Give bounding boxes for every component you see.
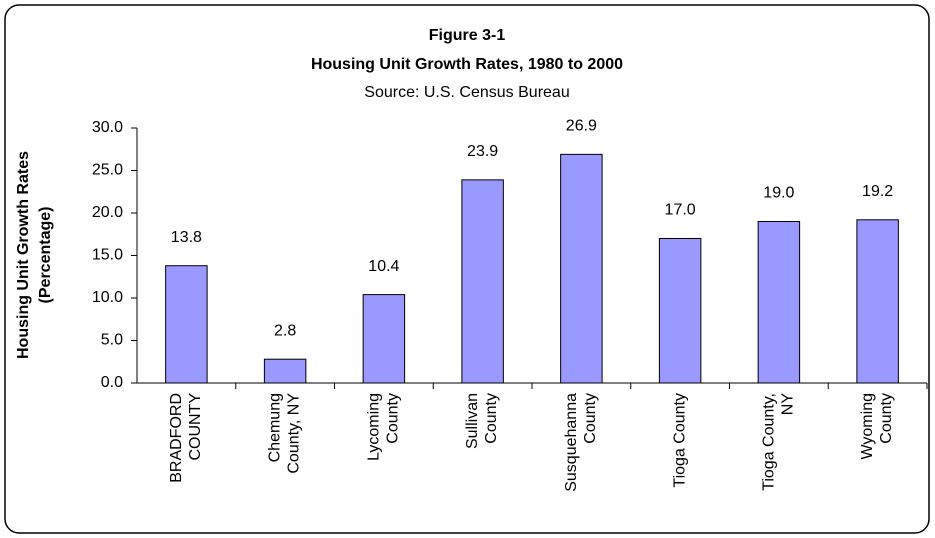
bar xyxy=(560,153,603,384)
data-label: 23.9 xyxy=(467,143,498,160)
y-tick-label: 25.0 xyxy=(92,162,123,179)
chart-title: Figure 3-1 xyxy=(429,27,506,44)
y-axis-label: Housing Unit Growth Rates xyxy=(15,151,32,359)
x-tick-label: Lycoming County xyxy=(366,393,402,461)
x-tick-label: BRADFORD COUNTY xyxy=(168,393,204,483)
y-tick-label: 5.0 xyxy=(101,332,123,349)
bar xyxy=(658,238,702,384)
bar xyxy=(362,294,406,384)
data-label: 2.8 xyxy=(274,322,296,339)
x-tick-label: Sullivan County xyxy=(464,393,500,449)
bar xyxy=(263,358,307,384)
y-axis-label: (Percentage) xyxy=(37,207,54,304)
x-tick-label: Wyoming County xyxy=(859,393,895,460)
data-label: 13.8 xyxy=(171,229,202,246)
x-tick-label: Tioga County, NY xyxy=(761,393,797,491)
bar xyxy=(165,265,208,384)
y-tick-label: 0.0 xyxy=(101,374,123,391)
data-label: 26.9 xyxy=(566,118,597,135)
y-tick-label: 15.0 xyxy=(92,247,123,264)
bar xyxy=(757,221,801,384)
y-tick-label: 20.0 xyxy=(92,204,123,221)
y-tick-label: 10.0 xyxy=(92,289,123,306)
data-label: 19.0 xyxy=(763,185,794,202)
data-label: 10.4 xyxy=(368,258,399,275)
x-tick-label: Chemung County, NY xyxy=(267,393,303,478)
chart-title: Housing Unit Growth Rates, 1980 to 2000 xyxy=(311,56,623,73)
bar xyxy=(461,179,504,384)
bar xyxy=(856,219,899,384)
chart-subtitle: Source: U.S. Census Bureau xyxy=(364,84,569,101)
x-tick-label: Tioga County xyxy=(671,393,688,488)
x-tick-label: Susquehanna County xyxy=(563,393,599,492)
data-label: 17.0 xyxy=(665,202,696,219)
y-tick-label: 30.0 xyxy=(92,119,123,136)
data-label: 19.2 xyxy=(862,183,893,200)
